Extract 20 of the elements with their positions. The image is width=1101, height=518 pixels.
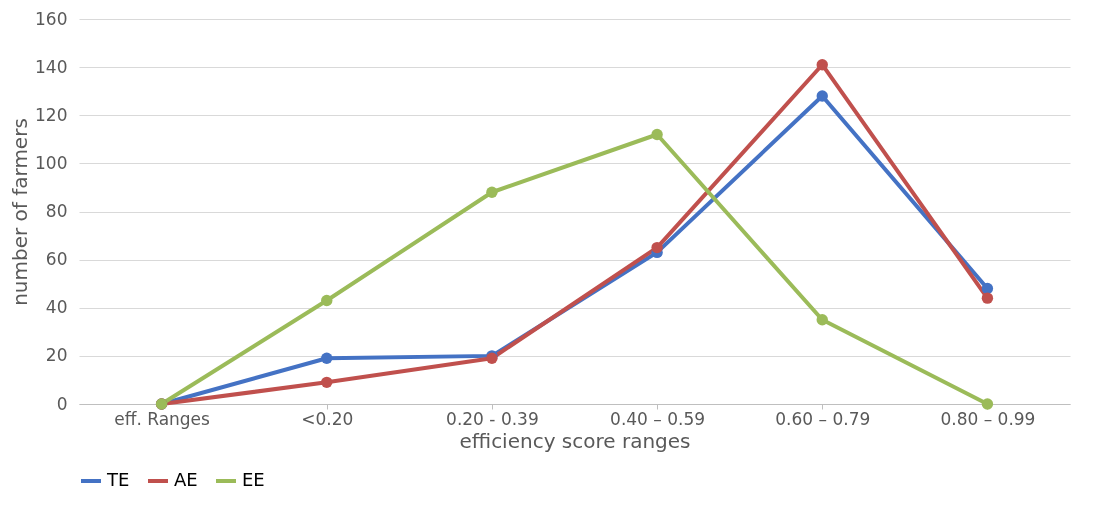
legend-label: AE (174, 469, 198, 490)
legend-label: TE (106, 469, 130, 490)
x-tick-label: 0.80 – 0.99 (940, 408, 1036, 429)
y-tick-label: 20 (45, 345, 68, 366)
y-tick-label: 100 (35, 152, 68, 173)
x-tick-label: 0.20 - 0.39 (446, 408, 539, 429)
y-tick-label: 60 (45, 249, 68, 270)
y-tick-label: 160 (35, 8, 68, 29)
x-tick-label: 0.40 – 0.59 (610, 408, 706, 429)
x-tick-label: eff. Ranges (114, 408, 211, 429)
y-tick-label: 40 (45, 297, 68, 318)
legend-label: EE (242, 469, 265, 490)
y-tick-label: 140 (35, 56, 68, 77)
y-axis-title: number of farmers (8, 118, 33, 306)
y-tick-label: 0 (56, 393, 68, 414)
x-tick-label: 0.60 – 0.79 (775, 408, 871, 429)
y-tick-label: 120 (35, 104, 68, 125)
x-axis-title: efficiency score ranges (459, 428, 691, 453)
y-tick-label: 80 (45, 201, 68, 221)
x-tick-label: <0.20 (301, 408, 354, 429)
